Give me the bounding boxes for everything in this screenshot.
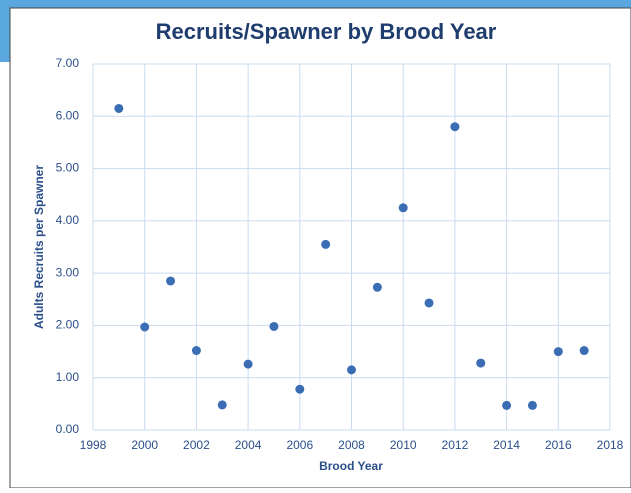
point — [166, 276, 176, 286]
x-tick-label: 2008 — [338, 438, 365, 452]
point — [398, 203, 408, 213]
x-tick-label: 2000 — [131, 438, 158, 452]
x-tick-label: 2016 — [545, 438, 572, 452]
point — [579, 346, 589, 356]
point — [424, 298, 434, 308]
point — [140, 322, 150, 332]
y-axis-label: Adults Recruits per Spawner — [32, 165, 46, 329]
point — [553, 347, 563, 357]
y-tick-label: 6.00 — [56, 108, 80, 122]
x-axis-label: Brood Year — [319, 459, 383, 473]
point — [372, 282, 382, 292]
point — [347, 365, 356, 375]
chart-title: Recruits/Spawner by Brood Year — [156, 19, 497, 44]
x-tick-label: 2010 — [390, 438, 417, 452]
x-tick-label: 2002 — [183, 438, 210, 452]
frame — [9, 7, 631, 489]
y-tick-label: 7.00 — [56, 56, 80, 70]
point — [527, 400, 537, 410]
x-tick-label: 1998 — [80, 438, 107, 452]
y-tick-label: 2.00 — [56, 318, 80, 332]
point — [191, 346, 201, 356]
x-tick-label: 2014 — [493, 438, 520, 452]
x-tick-label: 2006 — [286, 438, 313, 452]
x-tick-label: 2004 — [235, 438, 262, 452]
y-tick-label: 4.00 — [56, 213, 80, 227]
point — [502, 400, 512, 410]
point — [243, 359, 253, 369]
y-tick-label: 5.00 — [56, 161, 80, 175]
top-band — [0, 0, 631, 8]
point — [217, 400, 227, 410]
point — [321, 239, 331, 249]
x-tick-label: 2012 — [442, 438, 469, 452]
point — [476, 358, 486, 368]
point — [114, 103, 124, 113]
y-tick-label: 3.00 — [56, 265, 80, 279]
point — [450, 122, 460, 132]
x-tick-label: 2018 — [597, 438, 624, 452]
y-tick-label: 0.00 — [56, 422, 80, 436]
y-tick-label: 1.00 — [56, 370, 80, 384]
side-band — [0, 0, 10, 62]
point — [269, 321, 279, 331]
point — [295, 384, 305, 394]
